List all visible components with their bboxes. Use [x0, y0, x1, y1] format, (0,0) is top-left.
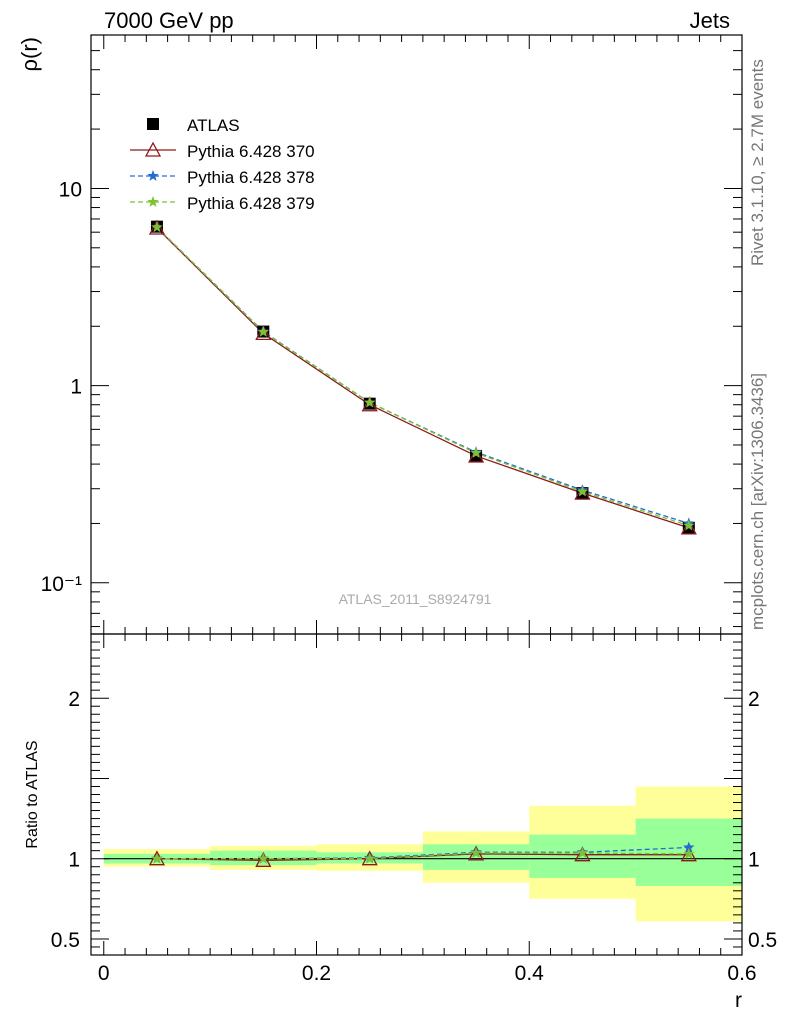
ratio-point-0-5 [680, 846, 697, 862]
ratio-point-2-2 [364, 852, 376, 864]
legend-marker-2 [147, 170, 159, 181]
ratio-point-2-1 [257, 852, 269, 864]
y-tick-label: 10 [59, 178, 82, 201]
header-right: Jets [689, 8, 730, 33]
data-point-3-1 [257, 326, 269, 337]
analysis-label: ATLAS_2011_S8924791 [339, 591, 492, 607]
legend: ATLAS Pythia 6.428 370 Pythia 6.428 378 Pyt… [130, 116, 315, 213]
legend-marker-0 [147, 118, 159, 130]
series-markers [148, 219, 697, 867]
y-tick-label: 0.5 [51, 929, 80, 952]
x-tick-label: 0 [98, 962, 110, 985]
ratio-point-1-5 [683, 841, 695, 853]
y-tick-label-right: 0.5 [748, 929, 777, 952]
ratio-point-0-1 [255, 851, 272, 867]
legend-label-3: Pythia 6.428 379 [187, 194, 315, 213]
legend-marker-1 [144, 141, 162, 157]
band-green [529, 834, 636, 878]
y-axis-label: ρ(r) [17, 37, 42, 72]
axis-ticks [91, 34, 743, 956]
ratio-point-0-3 [467, 845, 485, 861]
series-1-line [156, 227, 690, 529]
legend-label-2: Pythia 6.428 378 [187, 168, 315, 187]
data-point-3-3 [470, 447, 482, 458]
x-axis-label: r [735, 989, 742, 1012]
ratio-point-2-5 [683, 847, 695, 859]
y-tick-label: 1 [70, 376, 82, 399]
x-tick-label: 0.6 [727, 962, 756, 985]
data-point-1-3 [467, 447, 485, 463]
data-point-3-4 [576, 485, 589, 497]
y-tick-label-right: 2 [748, 688, 760, 711]
ratio-series-2-line [156, 852, 689, 860]
y-tick-label-right: 1 [748, 849, 760, 872]
series-lines [156, 226, 690, 861]
ratio-axis-label: Ratio to ATLAS [24, 740, 41, 848]
header-left: 7000 GeV pp [104, 8, 234, 33]
data-point-1-4 [574, 484, 591, 500]
y-tick-label: 1 [68, 849, 80, 872]
ratio-point-0-4 [574, 846, 591, 862]
data-point-3-5 [683, 519, 695, 531]
series-2-line [156, 226, 690, 525]
data-point-1-1 [255, 325, 272, 341]
data-point-3-0 [151, 221, 163, 233]
data-point-3-2 [364, 396, 376, 408]
x-tick-label: 0.4 [515, 962, 545, 985]
ratio-point-2-3 [470, 847, 482, 858]
legend-label-0: ATLAS [187, 116, 240, 135]
data-point-1-0 [148, 219, 166, 235]
y-tick-label: 2 [68, 688, 80, 711]
ratio-point-2-4 [576, 847, 589, 858]
axis-labels: 0 0.2 0.4 0.6 r 10 1 10⁻¹ ρ(r) 2 2 1 1 0.5 0.5 Ratio to… [17, 37, 777, 1012]
x-tick-label: 0.2 [302, 962, 331, 985]
series-3-line [156, 226, 690, 527]
legend-label-1: Pythia 6.428 370 [187, 142, 315, 161]
y-tick-label: 10⁻¹ [41, 573, 82, 596]
legend-marker-3 [147, 196, 159, 207]
data-point-1-5 [680, 519, 697, 535]
ratio-point-2-0 [151, 852, 163, 864]
data-point-1-2 [361, 396, 378, 412]
